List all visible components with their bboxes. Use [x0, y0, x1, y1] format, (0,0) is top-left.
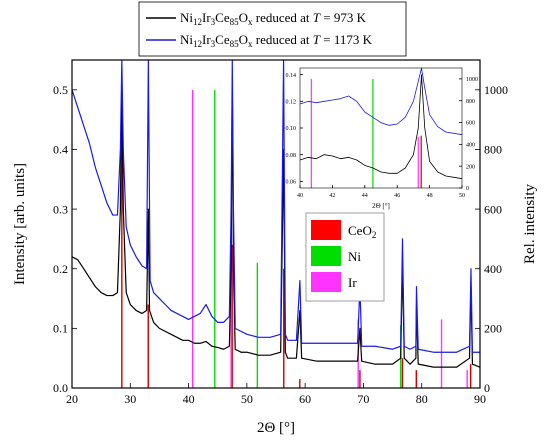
x-tick-label: 40: [183, 392, 195, 406]
phase-legend-label-3: Ir: [348, 275, 357, 290]
inset-background: [300, 68, 462, 188]
inset-series-line-2: [299, 67, 463, 136]
main-plot: 20 30 40 50 60 70 80 90 0.00.10.20.30.40.5 0200…: [12, 59, 538, 436]
legend-formula-part: O: [239, 32, 248, 47]
legend-formula-part: 12: [193, 17, 202, 27]
inset-y2-tick-label: 1000: [466, 77, 478, 83]
y-tick-label: 0.4: [53, 143, 68, 157]
y2-axis-label: Rel. intensity: [522, 184, 538, 264]
y-axis-label: Intensity [arb. units]: [12, 163, 28, 285]
y2-tick-label: 200: [484, 322, 502, 336]
y2-tick-label: 0: [484, 381, 490, 395]
top-legend: Ni12Ir3Ce85Ox reduced at T = 973 KNi12Ir…: [138, 1, 407, 57]
legend-formula-part: 85: [230, 39, 240, 49]
inset-x-tick-label: 42: [329, 193, 335, 199]
legend-formula-part: Ni: [180, 10, 193, 25]
y2-tick-label: 800: [484, 143, 502, 157]
legend-formula-part: Ni: [180, 32, 193, 47]
legend-formula-part: Ir: [202, 10, 211, 25]
inset-x-tick-label: 44: [362, 193, 368, 199]
phase-legend-swatch-2: [311, 246, 341, 266]
x-tick-label: 90: [474, 392, 486, 406]
phase-legend-swatch-3: [311, 272, 341, 292]
inset-y2-tick-label: 0: [466, 186, 469, 192]
legend-formula-part: Ce: [215, 32, 230, 47]
legend-formula-part: O: [239, 10, 248, 25]
legend-temperature-symbol: T: [313, 10, 321, 25]
inset-y2-tick-label: 400: [466, 142, 475, 148]
y2-tick-label: 1000: [484, 83, 508, 97]
inset-y2-tick-label: 600: [466, 121, 475, 127]
phase-legend-label-2: Ni: [348, 249, 361, 264]
y2-tick-label: 600: [484, 202, 502, 216]
legend-formula-part: Ce: [215, 10, 230, 25]
phase-legend-swatch-1: [311, 220, 341, 240]
x-axis-label: 2Θ [°]: [257, 420, 295, 436]
phase-legend-label-1: CeO2: [348, 223, 376, 240]
legend-formula-part: x: [248, 39, 253, 49]
x-tick-label: 70: [357, 392, 369, 406]
phase-legend-name: Ir: [348, 275, 357, 290]
x-tick-label: 20: [66, 392, 78, 406]
x-tick-label: 80: [416, 392, 428, 406]
series-line-2: [71, 59, 480, 353]
top-legend-box: [138, 1, 407, 57]
inset-x-tick-label: 48: [427, 193, 433, 199]
legend-formula-part: 12: [193, 39, 202, 49]
y2-tick-label: 400: [484, 262, 502, 276]
legend-formula-part: x: [248, 17, 253, 27]
inset-y-tick-label: 0.14: [286, 73, 297, 79]
y-tick-label: 0.2: [53, 262, 68, 276]
y-tick-label: 0.1: [53, 322, 68, 336]
inset-y-tick-label: 0.12: [286, 99, 297, 105]
inset-y2-tick-label: 800: [466, 99, 475, 105]
inset-y-tick-label: 0.08: [286, 153, 297, 159]
phase-legend-name: CeO: [348, 223, 372, 238]
legend-suffix: reduced at: [253, 32, 313, 47]
phase-legend-name: Ni: [348, 249, 361, 264]
x-tick-label: 50: [241, 392, 253, 406]
legend-label-1: Ni12Ir3Ce85Ox reduced at T = 973 K: [180, 10, 367, 27]
main-plot-frame: [71, 59, 481, 389]
legend-formula-part: Ir: [202, 32, 211, 47]
legend-formula-part: 85: [230, 17, 240, 27]
legend-suffix: reduced at: [253, 10, 313, 25]
legend-temperature-symbol: T: [313, 32, 321, 47]
legend-temperature-value: = 973 K: [320, 10, 367, 25]
phase-legend-subscript: 2: [372, 230, 377, 240]
legend-formula-part: 3: [211, 17, 216, 27]
x-tick-label: 60: [299, 392, 311, 406]
inset-x-tick-label: 50: [459, 193, 465, 199]
inset-y2-tick-label: 200: [466, 164, 475, 170]
inset-x-tick-label: 46: [394, 193, 400, 199]
inset-y-tick-label: 0.06: [286, 179, 297, 185]
legend-formula-part: 3: [211, 39, 216, 49]
phase-legend: CeO2 Ni Ir: [305, 212, 385, 302]
inset-x-tick-label: 40: [297, 193, 303, 199]
y-tick-label: 0.5: [53, 83, 68, 97]
x-tick-label: 30: [124, 392, 136, 406]
inset-series-line-1: [299, 74, 463, 180]
inset-x-axis-label: 2Θ [°]: [372, 202, 390, 210]
legend-temperature-value: = 1173 K: [320, 32, 373, 47]
inset-y-tick-label: 0.10: [286, 126, 297, 132]
y-tick-label: 0.0: [53, 381, 68, 395]
y-tick-label: 0.3: [53, 202, 68, 216]
legend-label-2: Ni12Ir3Ce85Ox reduced at T = 1173 K: [180, 32, 373, 49]
inset-plot: 40 42 44 46 48 50 0.06 0.08 0.10 0.12 0.14 0 200 40…: [286, 67, 478, 210]
